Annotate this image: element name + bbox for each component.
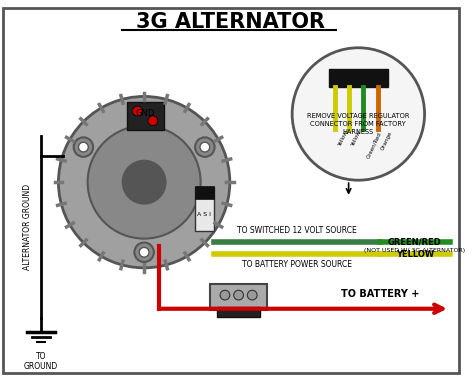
Circle shape bbox=[148, 116, 158, 126]
FancyBboxPatch shape bbox=[195, 187, 214, 231]
Text: Yellow: Yellow bbox=[337, 131, 348, 148]
Circle shape bbox=[247, 290, 257, 300]
Text: Yellow: Yellow bbox=[351, 131, 362, 148]
Circle shape bbox=[220, 290, 230, 300]
Text: (NOT USED W/ 3G ALTERNATOR): (NOT USED W/ 3G ALTERNATOR) bbox=[365, 248, 465, 253]
Text: Orange: Orange bbox=[380, 131, 393, 151]
Circle shape bbox=[132, 106, 142, 116]
Circle shape bbox=[139, 247, 149, 257]
Text: A S I: A S I bbox=[198, 212, 211, 217]
Circle shape bbox=[73, 138, 93, 157]
Circle shape bbox=[135, 243, 154, 262]
FancyBboxPatch shape bbox=[210, 284, 267, 310]
FancyBboxPatch shape bbox=[217, 307, 260, 317]
Circle shape bbox=[195, 138, 215, 157]
Text: TO SWITCHED 12 VOLT SOURCE: TO SWITCHED 12 VOLT SOURCE bbox=[237, 226, 357, 235]
Text: ALTERNATOR GROUND: ALTERNATOR GROUND bbox=[23, 184, 32, 270]
Circle shape bbox=[234, 290, 244, 300]
Text: YELLOW: YELLOW bbox=[396, 250, 434, 259]
FancyBboxPatch shape bbox=[195, 186, 214, 199]
Circle shape bbox=[79, 142, 88, 152]
Text: 3G ALTERNATOR: 3G ALTERNATOR bbox=[137, 13, 325, 32]
FancyBboxPatch shape bbox=[127, 102, 164, 130]
FancyBboxPatch shape bbox=[329, 69, 388, 87]
Text: TO BATTERY +: TO BATTERY + bbox=[341, 289, 419, 299]
Circle shape bbox=[292, 48, 425, 180]
Text: GREEN/RED: GREEN/RED bbox=[388, 237, 442, 246]
FancyBboxPatch shape bbox=[3, 8, 459, 373]
Circle shape bbox=[58, 96, 230, 268]
Text: GND: GND bbox=[136, 109, 155, 118]
Circle shape bbox=[88, 126, 201, 239]
Text: Green/Red: Green/Red bbox=[365, 131, 382, 159]
Text: TO
GROUND: TO GROUND bbox=[24, 352, 58, 371]
Text: REMOVE VOLTAGE REGULATOR
CONNECTOR FROM FACTORY
HARNESS: REMOVE VOLTAGE REGULATOR CONNECTOR FROM … bbox=[307, 113, 410, 135]
Text: TO BATTERY POWER SOURCE: TO BATTERY POWER SOURCE bbox=[242, 260, 352, 269]
Circle shape bbox=[200, 142, 210, 152]
Circle shape bbox=[123, 161, 165, 203]
